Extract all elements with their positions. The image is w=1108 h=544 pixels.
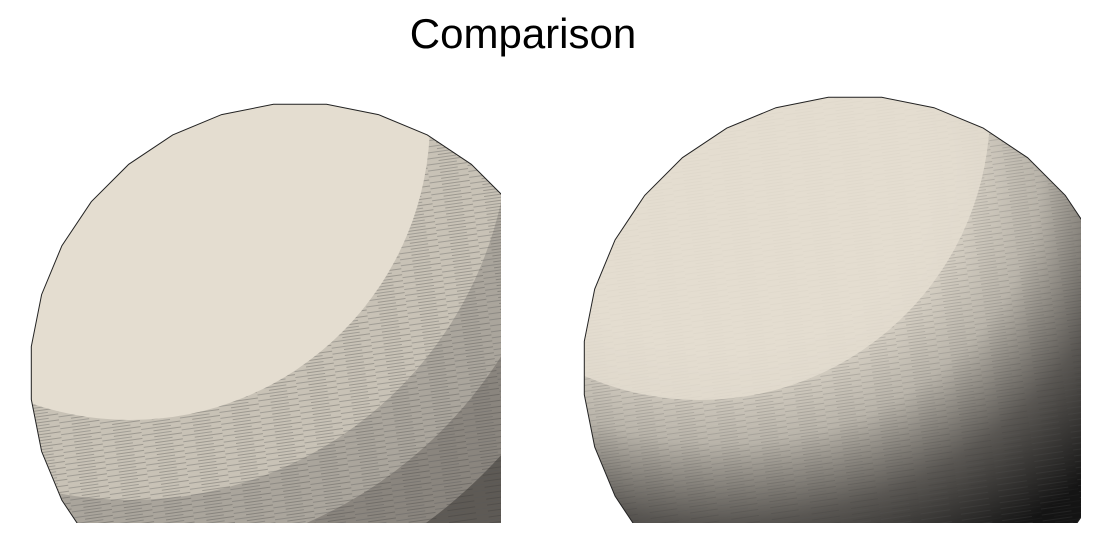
- left-render: [30, 103, 501, 523]
- sphere-outline: [583, 96, 1081, 523]
- right-render: [583, 96, 1081, 523]
- figure-title: Comparison: [410, 10, 636, 57]
- sphere-outline: [30, 103, 501, 523]
